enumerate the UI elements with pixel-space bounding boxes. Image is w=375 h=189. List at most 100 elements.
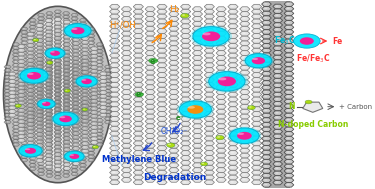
Circle shape (136, 137, 139, 139)
Circle shape (81, 157, 84, 159)
Circle shape (124, 120, 128, 122)
Circle shape (64, 12, 67, 14)
Circle shape (148, 66, 151, 68)
Circle shape (231, 118, 234, 119)
Circle shape (56, 149, 58, 150)
Circle shape (171, 27, 175, 29)
Circle shape (47, 129, 50, 130)
Circle shape (254, 44, 258, 46)
Circle shape (6, 101, 8, 102)
Circle shape (231, 113, 234, 115)
Circle shape (90, 42, 92, 43)
Circle shape (74, 114, 77, 115)
Circle shape (287, 54, 290, 56)
Circle shape (264, 96, 267, 97)
Circle shape (183, 79, 187, 80)
Circle shape (47, 46, 50, 47)
Circle shape (160, 152, 163, 153)
Circle shape (195, 130, 198, 132)
Circle shape (81, 78, 84, 79)
Circle shape (10, 95, 13, 97)
Circle shape (148, 71, 151, 73)
Circle shape (92, 81, 95, 83)
Circle shape (39, 163, 42, 164)
Circle shape (74, 61, 77, 63)
Circle shape (287, 22, 290, 23)
Circle shape (47, 76, 50, 77)
Circle shape (254, 35, 258, 36)
Circle shape (65, 55, 68, 56)
Circle shape (16, 105, 18, 106)
Circle shape (74, 118, 77, 119)
Circle shape (39, 94, 42, 95)
Circle shape (73, 159, 75, 160)
Circle shape (23, 97, 25, 98)
Circle shape (48, 106, 50, 107)
Circle shape (64, 71, 67, 72)
Circle shape (195, 86, 198, 88)
Circle shape (160, 49, 163, 51)
Circle shape (207, 74, 210, 75)
Circle shape (20, 128, 22, 129)
Circle shape (73, 87, 75, 88)
Circle shape (207, 127, 210, 129)
Circle shape (48, 154, 50, 155)
Circle shape (98, 43, 100, 45)
Ellipse shape (27, 73, 34, 75)
Circle shape (148, 179, 151, 180)
Circle shape (81, 102, 84, 103)
Circle shape (90, 94, 92, 95)
Circle shape (195, 115, 198, 117)
Circle shape (287, 179, 290, 181)
Circle shape (47, 61, 50, 62)
Circle shape (64, 144, 67, 145)
Circle shape (64, 137, 67, 138)
Circle shape (90, 56, 92, 57)
Circle shape (207, 122, 210, 124)
Circle shape (160, 137, 163, 139)
Circle shape (39, 173, 42, 174)
Ellipse shape (59, 115, 72, 122)
Circle shape (73, 166, 75, 167)
Circle shape (254, 118, 258, 119)
Circle shape (10, 77, 13, 78)
Circle shape (47, 158, 50, 160)
Circle shape (65, 40, 68, 41)
Circle shape (98, 126, 100, 128)
Circle shape (29, 153, 31, 155)
Circle shape (98, 140, 100, 141)
Circle shape (98, 81, 100, 83)
Circle shape (29, 89, 31, 91)
Circle shape (14, 123, 16, 124)
Circle shape (83, 41, 86, 43)
Circle shape (74, 144, 77, 145)
Circle shape (124, 47, 128, 49)
Circle shape (73, 31, 75, 33)
Circle shape (64, 68, 67, 69)
Circle shape (56, 135, 58, 136)
Circle shape (14, 102, 16, 103)
Circle shape (287, 165, 290, 167)
Circle shape (64, 33, 67, 34)
Circle shape (20, 94, 22, 96)
Circle shape (160, 79, 163, 80)
Circle shape (124, 179, 128, 180)
Circle shape (31, 109, 33, 110)
Circle shape (160, 10, 163, 12)
Circle shape (243, 18, 246, 19)
Circle shape (276, 177, 279, 178)
Circle shape (231, 122, 234, 124)
Circle shape (48, 133, 50, 135)
Circle shape (56, 75, 58, 76)
Circle shape (112, 20, 116, 22)
Circle shape (31, 113, 33, 114)
Circle shape (6, 107, 8, 109)
Circle shape (73, 35, 75, 36)
Circle shape (219, 37, 222, 39)
Circle shape (81, 75, 84, 76)
Circle shape (29, 67, 31, 68)
Circle shape (73, 101, 75, 102)
Circle shape (65, 62, 68, 64)
Circle shape (264, 133, 267, 134)
Circle shape (6, 118, 8, 119)
